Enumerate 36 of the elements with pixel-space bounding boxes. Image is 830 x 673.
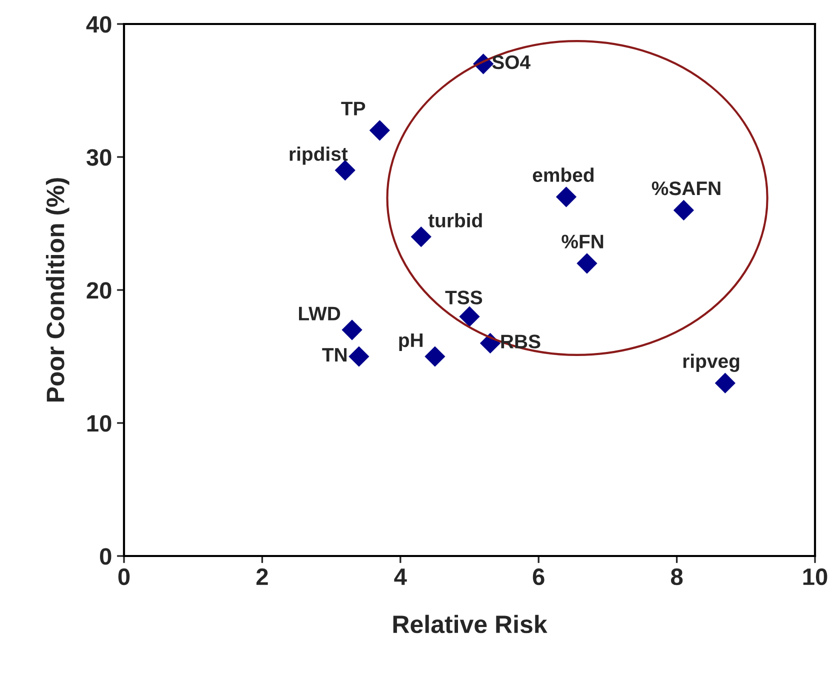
y-tick-label: 10 <box>87 415 112 432</box>
x-tick-label: 2 <box>256 568 268 585</box>
point <box>369 120 390 141</box>
annotation: %FN <box>562 234 604 248</box>
point <box>342 320 362 340</box>
point <box>576 253 598 274</box>
point <box>459 306 480 327</box>
point <box>348 346 370 367</box>
point <box>556 186 577 208</box>
annotation: TN <box>322 348 347 362</box>
x-tick-label: 6 <box>532 568 544 586</box>
point <box>714 372 736 394</box>
annotation: ripdist <box>290 146 348 165</box>
annotation: SO4 <box>492 55 530 70</box>
annotation: %SAFN <box>652 181 720 196</box>
y-tick-label: 20 <box>86 282 112 299</box>
annotation: embed <box>532 168 594 182</box>
point <box>410 226 432 248</box>
annotation: turbid <box>428 213 482 228</box>
annotation: RBS <box>501 334 540 348</box>
point <box>424 346 446 367</box>
x-tick-label: 4 <box>394 568 407 585</box>
annotation: TP <box>341 102 366 116</box>
annotation: TSS <box>445 290 482 304</box>
y-axis-title: Poor Condition (%) <box>46 178 70 402</box>
x-tick-label: 0 <box>118 568 130 586</box>
y-tick-label: 30 <box>86 149 112 166</box>
x-tick-label: 10 <box>803 568 828 586</box>
annotation: pH <box>399 334 423 351</box>
annotation: ripveg <box>683 354 740 372</box>
annotation: LWD <box>299 306 340 320</box>
x-axis-title: Relative Risk <box>393 614 548 634</box>
y-tick-label: 0 <box>100 548 112 565</box>
point <box>673 200 694 220</box>
x-tick-label: 8 <box>670 568 683 586</box>
y-tick-label: 40 <box>86 16 112 33</box>
